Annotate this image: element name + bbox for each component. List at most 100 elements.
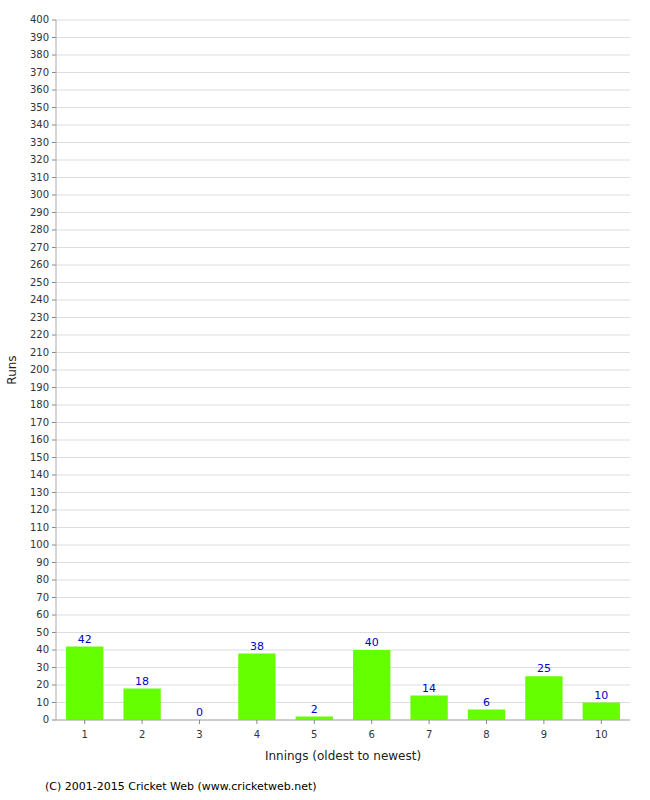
x-axis-label: Innings (oldest to newest) (265, 749, 421, 763)
data-label: 25 (537, 662, 551, 675)
y-tick (52, 20, 56, 21)
data-label: 40 (365, 636, 379, 649)
grid-line (56, 107, 630, 108)
y-tick-label: 300 (30, 189, 49, 200)
y-tick-label: 60 (36, 609, 49, 620)
bars (66, 647, 620, 721)
data-label: 38 (250, 640, 264, 653)
y-tick-label: 210 (30, 347, 49, 358)
data-label: 2 (311, 703, 318, 716)
grid-line (56, 230, 630, 231)
bar (583, 703, 620, 721)
y-tick-label: 30 (36, 662, 49, 673)
y-tick-label: 380 (30, 49, 49, 60)
y-tick-label: 120 (30, 504, 49, 515)
x-axis: 12345678910 (82, 720, 608, 740)
grid-line (56, 177, 630, 178)
x-tick (84, 720, 85, 724)
y-tick (52, 125, 56, 126)
y-tick-label: 370 (30, 67, 49, 78)
y-axis: 0102030405060708090100110120130140150160… (30, 14, 56, 725)
y-tick-label: 340 (30, 119, 49, 130)
grid-line (56, 597, 630, 598)
grid-line (56, 510, 630, 511)
grid-line (56, 492, 630, 493)
y-tick (52, 667, 56, 668)
y-tick (52, 142, 56, 143)
y-tick (52, 177, 56, 178)
y-tick-label: 330 (30, 137, 49, 148)
grid-line (56, 72, 630, 73)
y-tick (52, 195, 56, 196)
y-tick (52, 527, 56, 528)
x-tick-label: 5 (311, 729, 317, 740)
y-tick (52, 230, 56, 231)
bar (353, 650, 390, 720)
y-tick (52, 457, 56, 458)
y-tick (52, 422, 56, 423)
y-tick (52, 580, 56, 581)
x-tick (601, 720, 602, 724)
y-tick-label: 220 (30, 329, 49, 340)
x-tick-label: 4 (254, 729, 260, 740)
grid-line (56, 247, 630, 248)
x-tick-label: 2 (139, 729, 145, 740)
grid-line (56, 55, 630, 56)
data-label: 14 (422, 682, 436, 695)
grid-line (56, 142, 630, 143)
data-label: 42 (78, 633, 92, 646)
grid-line (56, 335, 630, 336)
y-tick (52, 405, 56, 406)
y-tick (52, 510, 56, 511)
y-tick-label: 150 (30, 452, 49, 463)
data-labels: 42180382401462510 (78, 633, 609, 720)
x-tick (142, 720, 143, 724)
y-tick-label: 190 (30, 382, 49, 393)
y-tick (52, 300, 56, 301)
y-tick (52, 352, 56, 353)
y-tick (52, 247, 56, 248)
y-tick-label: 290 (30, 207, 49, 218)
y-tick-label: 80 (36, 574, 49, 585)
data-label: 6 (483, 696, 490, 709)
y-tick (52, 212, 56, 213)
y-tick-label: 180 (30, 399, 49, 410)
y-tick-label: 200 (30, 364, 49, 375)
grid-line (56, 562, 630, 563)
y-axis-line (56, 20, 57, 720)
bar (238, 654, 275, 721)
y-tick-label: 270 (30, 242, 49, 253)
y-tick-label: 170 (30, 417, 49, 428)
y-tick (52, 72, 56, 73)
y-tick (52, 562, 56, 563)
grid-line (56, 195, 630, 196)
y-tick-label: 40 (36, 644, 49, 655)
y-tick-label: 0 (43, 714, 49, 725)
x-tick (543, 720, 544, 724)
grid-line (56, 545, 630, 546)
y-tick-label: 260 (30, 259, 49, 270)
x-tick-label: 7 (426, 729, 432, 740)
y-tick (52, 55, 56, 56)
chart: 0102030405060708090100110120130140150160… (0, 0, 650, 800)
y-tick (52, 685, 56, 686)
y-tick (52, 702, 56, 703)
grid-line (56, 650, 630, 651)
x-tick-label: 6 (369, 729, 375, 740)
y-tick-label: 390 (30, 32, 49, 43)
y-tick-label: 280 (30, 224, 49, 235)
grid-line (56, 282, 630, 283)
y-tick (52, 282, 56, 283)
grid (56, 20, 630, 720)
data-label: 18 (135, 675, 149, 688)
grid-line (56, 615, 630, 616)
y-tick (52, 160, 56, 161)
y-tick (52, 720, 56, 721)
y-tick-label: 100 (30, 539, 49, 550)
grid-line (56, 475, 630, 476)
grid-line (56, 300, 630, 301)
y-tick-label: 110 (30, 522, 49, 533)
y-tick (52, 370, 56, 371)
grid-line (56, 405, 630, 406)
y-tick-label: 10 (36, 697, 49, 708)
